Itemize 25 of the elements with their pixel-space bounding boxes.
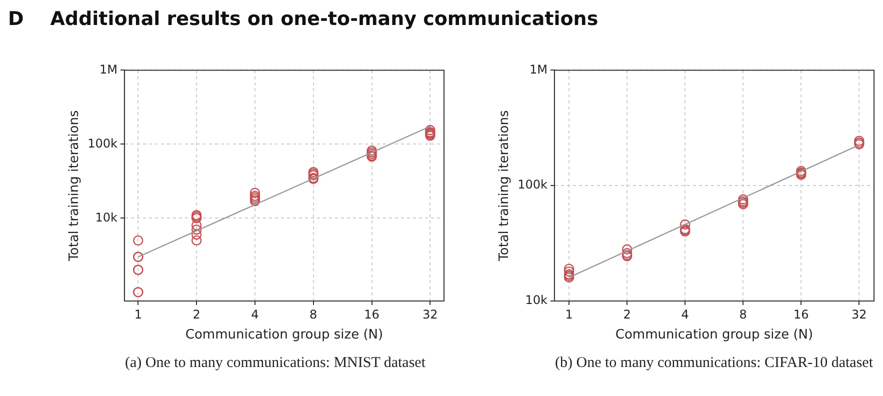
y-tick-label: 1M	[99, 62, 118, 76]
x-tick-label: 32	[852, 307, 867, 322]
x-tick-label: 8	[310, 307, 318, 322]
y-tick-label: 100k	[88, 136, 118, 150]
x-axis-title: Communication group size (N)	[615, 328, 814, 343]
x-tick-label: 4	[681, 307, 689, 322]
x-tick-label: 4	[251, 307, 259, 322]
x-tick-label: 8	[739, 307, 747, 322]
y-tick-label: 1M	[529, 62, 548, 76]
y-axis-title: Total training iterations	[67, 110, 82, 262]
x-tick-label: 1	[134, 307, 142, 322]
x-tick-label: 1	[565, 307, 573, 322]
x-tick-label: 32	[422, 307, 438, 322]
text: (a) One to many communications: MNIST dataset	[124, 354, 426, 373]
y-tick-label: 10k	[525, 293, 548, 308]
x-tick-label: 2	[623, 307, 631, 322]
chart-title: D Additional results on one-to-many communications	[8, 8, 598, 30]
y-axis-title: Total training iterations	[497, 110, 512, 262]
x-tick-label: 16	[364, 307, 380, 322]
y-tick-label: 10k	[95, 210, 118, 224]
text: (b) One to many communications: CIFAR-10 dataset	[554, 354, 874, 373]
x-axis-title: Communication group size (N)	[185, 328, 384, 343]
y-tick-label: 100k	[518, 178, 548, 192]
x-tick-label: 2	[192, 307, 200, 322]
x-tick-label: 16	[794, 307, 809, 322]
